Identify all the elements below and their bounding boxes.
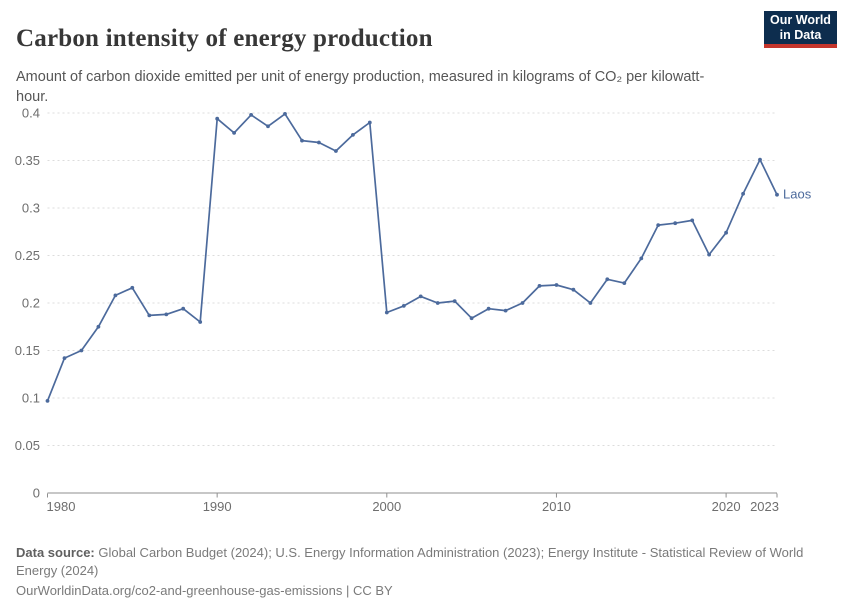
chart-svg: 0 0.05 0.1 0.15 0.2 0.25 0.3 0.35 0.4 1980 1990 200…: [15, 106, 812, 515]
data-point-marker[interactable]: [571, 287, 576, 292]
data-point-marker[interactable]: [554, 283, 559, 287]
data-point-marker[interactable]: [113, 293, 118, 298]
data-point-marker[interactable]: [758, 157, 762, 162]
data-point-marker[interactable]: [622, 281, 627, 285]
data-point-marker[interactable]: [401, 304, 406, 308]
y-tick-label: 0.05: [15, 438, 40, 453]
data-point-marker[interactable]: [452, 299, 457, 303]
x-tick-label: 2010: [542, 499, 571, 514]
line-series[interactable]: [46, 113, 778, 402]
owid-logo-line2: in Data: [779, 27, 822, 42]
x-tick-label: 1980: [47, 499, 76, 514]
data-point-marker[interactable]: [266, 124, 270, 129]
data-point-marker[interactable]: [45, 399, 50, 403]
data-point-marker[interactable]: [503, 308, 508, 313]
y-tick-label: 0.35: [15, 153, 40, 168]
data-source-text: Global Carbon Budget (2024); U.S. Energy…: [16, 545, 804, 579]
data-point-marker[interactable]: [164, 312, 169, 317]
data-point-marker[interactable]: [300, 138, 304, 143]
data-point-marker[interactable]: [435, 301, 440, 305]
y-tick-label: 0: [33, 486, 40, 501]
y-tick-label: 0.1: [22, 391, 40, 406]
data-point-marker[interactable]: [147, 313, 152, 318]
data-point-marker[interactable]: [673, 221, 678, 226]
data-point-marker[interactable]: [384, 310, 389, 315]
data-point-marker[interactable]: [605, 277, 610, 282]
data-point-marker[interactable]: [317, 140, 321, 145]
data-point-marker[interactable]: [62, 356, 67, 360]
data-point-marker[interactable]: [656, 223, 661, 228]
data-point-marker[interactable]: [283, 112, 287, 116]
owid-logo-line1: Our World: [770, 13, 831, 28]
x-tick-label: 2023: [750, 499, 779, 514]
data-point-marker[interactable]: [724, 230, 728, 235]
data-point-marker[interactable]: [418, 294, 423, 299]
y-tick-label: 0.25: [15, 248, 40, 263]
data-point-marker[interactable]: [181, 306, 186, 311]
y-tick-label: 0.3: [22, 201, 40, 216]
data-point-marker[interactable]: [249, 113, 254, 117]
data-point-marker[interactable]: [351, 133, 355, 137]
data-point-marker[interactable]: [96, 324, 101, 329]
data-point-marker[interactable]: [707, 252, 711, 257]
data-point-marker[interactable]: [690, 218, 695, 223]
data-point-marker[interactable]: [486, 306, 491, 311]
data-point-marker[interactable]: [232, 131, 237, 135]
data-point-marker[interactable]: [367, 120, 372, 125]
owid-url-license[interactable]: OurWorldinData.org/co2-and-greenhouse-ga…: [16, 583, 393, 598]
data-source-label: Data source:: [16, 545, 95, 560]
data-point-marker[interactable]: [741, 191, 745, 196]
data-point-marker[interactable]: [775, 192, 779, 197]
data-point-marker[interactable]: [520, 301, 525, 305]
data-point-marker[interactable]: [588, 301, 593, 305]
y-tick-label: 0.2: [22, 296, 40, 311]
data-point-marker[interactable]: [130, 285, 135, 290]
x-tick-label: 2020: [712, 499, 741, 514]
data-source-note: Data source: Global Carbon Budget (2024)…: [16, 544, 824, 581]
y-tick-label: 0.4: [22, 106, 40, 121]
entity-label[interactable]: Laos: [783, 187, 812, 202]
y-tick-label: 0.15: [15, 343, 40, 358]
x-tick-label: 1990: [203, 499, 232, 514]
chart-subtitle: Amount of carbon dioxide emitted per uni…: [16, 68, 705, 105]
data-point-marker[interactable]: [537, 284, 542, 288]
data-point-marker[interactable]: [639, 256, 644, 261]
page-title: Carbon intensity of energy production: [16, 24, 433, 52]
x-tick-label: 2000: [372, 499, 401, 514]
data-point-marker[interactable]: [469, 316, 474, 321]
data-point-marker[interactable]: [215, 116, 220, 121]
data-point-marker[interactable]: [198, 320, 203, 324]
data-point-marker[interactable]: [334, 149, 338, 153]
owid-logo[interactable]: Our World in Data: [764, 11, 837, 48]
data-point-marker[interactable]: [79, 348, 84, 353]
